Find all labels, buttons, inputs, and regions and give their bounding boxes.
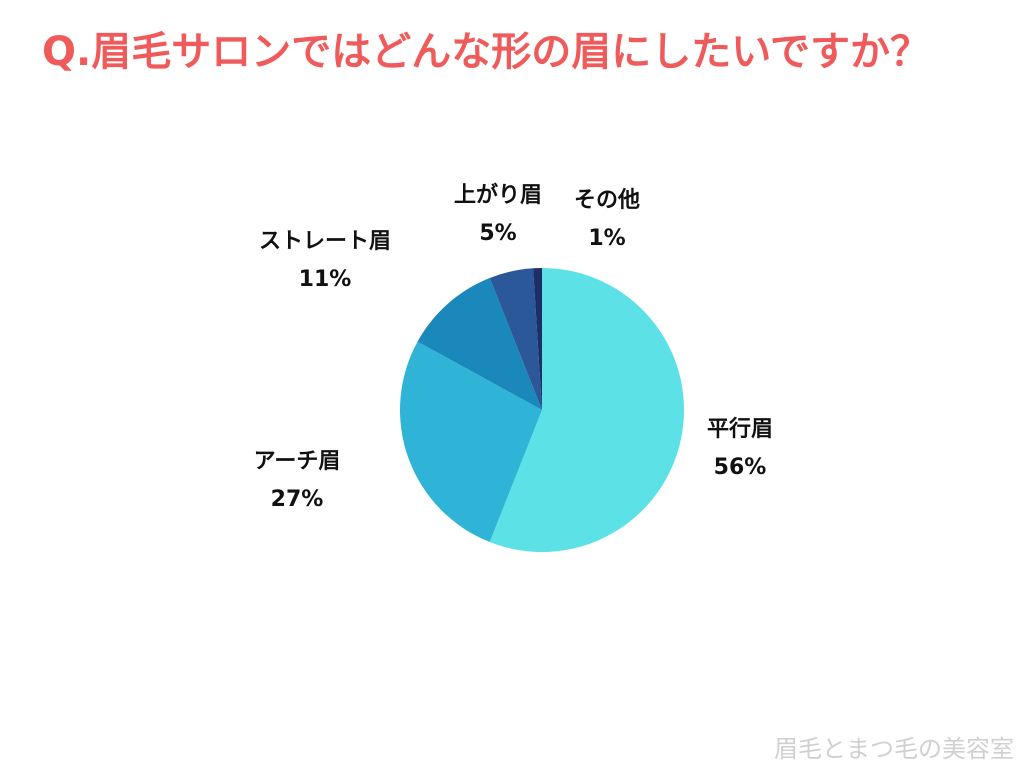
slice-value-label: 27% [271, 487, 324, 512]
pie-slice [489, 268, 542, 410]
pie-slice [533, 268, 542, 410]
slice-label: 平行眉 [707, 416, 773, 442]
slice-label: その他 [574, 188, 640, 213]
pie-slice [400, 341, 542, 543]
pie-slice [417, 277, 542, 410]
slice-value-label: 5% [479, 221, 516, 246]
pie-slice [489, 268, 684, 552]
slice-value-label: 56% [714, 455, 767, 480]
chart-title: Q.眉毛サロンではどんな形の眉にしたいですか？ [42, 29, 930, 75]
slice-value-label: 11% [299, 267, 352, 292]
slice-label: 上がり眉 [454, 182, 542, 208]
slice-value-label: 1% [588, 226, 625, 251]
slice-label: ストレート眉 [259, 229, 391, 254]
slice-label: アーチ眉 [254, 449, 341, 474]
watermark: 眉毛とまつ毛の美容室 [774, 735, 1014, 763]
